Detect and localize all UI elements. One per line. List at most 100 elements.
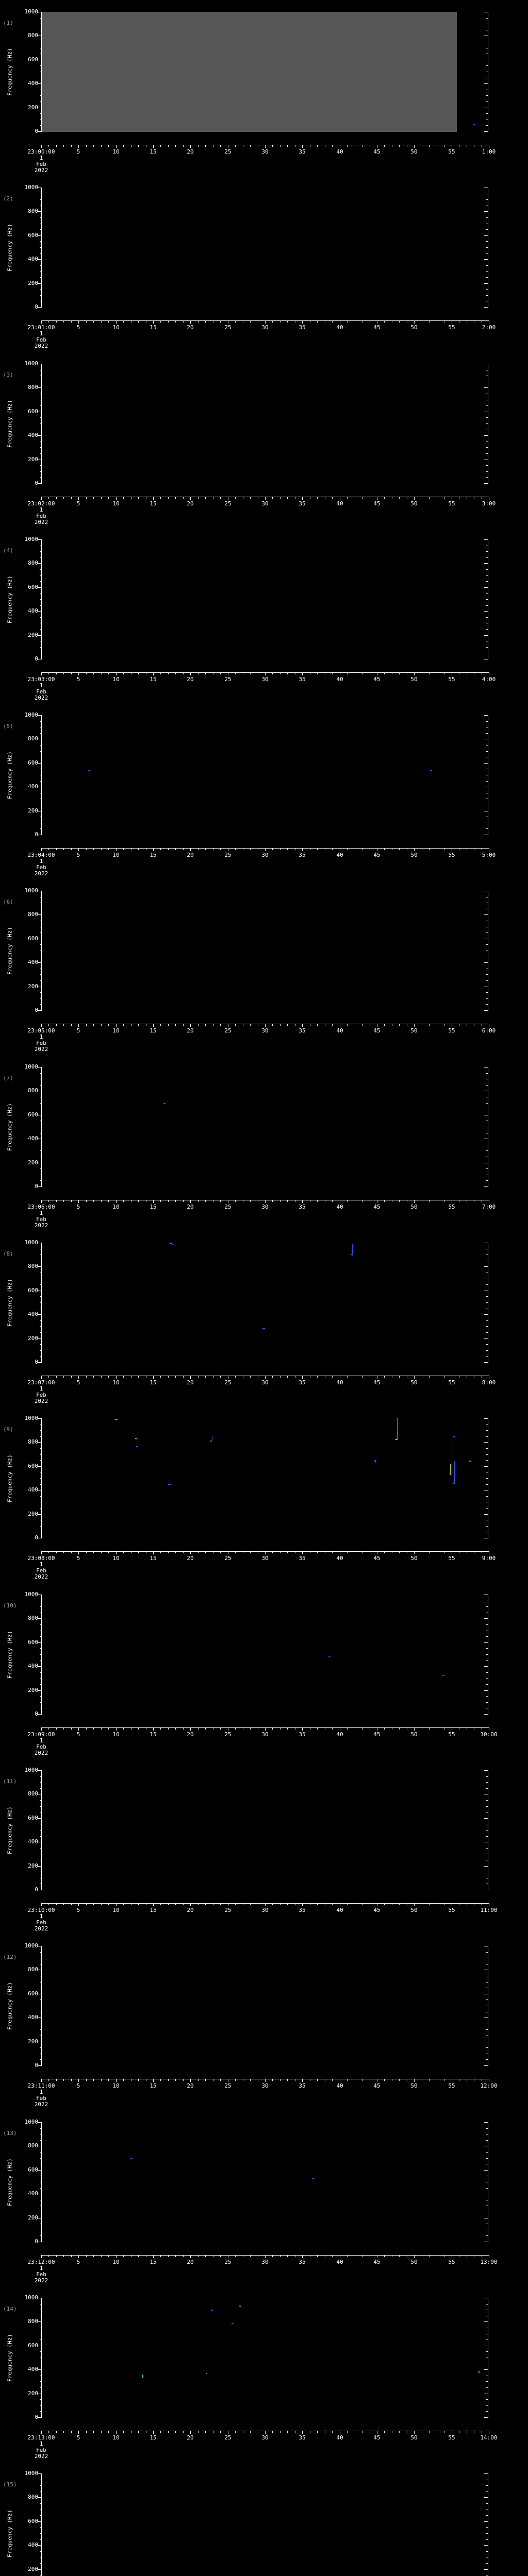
x-minor-tick: [101, 1200, 102, 1202]
spine-minor-tick: [486, 1999, 488, 2000]
x-tick-label: 20: [187, 1379, 194, 1386]
x-minor-tick: [183, 1904, 184, 1905]
x-minor-tick: [250, 1728, 251, 1730]
spectrogram-area: [42, 188, 488, 308]
x-tick-label: 40: [336, 1731, 343, 1738]
x-tick: [190, 1376, 191, 1379]
x-minor-tick: [48, 2431, 49, 2433]
spectrogram-mark: [262, 1328, 265, 1329]
x-minor-tick: [123, 2079, 124, 2081]
x-tick-label: 5: [76, 1379, 80, 1386]
date-label: Feb: [36, 1567, 46, 1574]
y-tick-label: 0: [35, 303, 38, 310]
y-tick-label: 1000: [24, 184, 39, 191]
spine-minor-tick: [486, 453, 488, 454]
y-minor-tick: [40, 1478, 41, 1479]
x-tick-label: 45: [373, 2259, 381, 2265]
x-tick: [41, 2256, 42, 2258]
y-tick: [38, 131, 41, 132]
y-tick-label: 400: [28, 2541, 38, 2548]
y-axis: [41, 2298, 42, 2418]
spine-tick: [484, 1418, 488, 1419]
x-tick-label: 15: [150, 1379, 157, 1386]
y-tick-label: 800: [28, 911, 38, 918]
x-tick-label: 45: [373, 1731, 381, 1738]
x-minor-tick: [399, 2431, 400, 2433]
spine-minor-tick: [486, 471, 488, 472]
y-tick: [38, 307, 41, 308]
x-tick-label: 40: [336, 676, 343, 683]
x-tick: [265, 1376, 266, 1379]
spine-minor-tick: [486, 417, 488, 418]
x-minor-tick: [108, 849, 109, 850]
spectrogram-mark: [172, 1244, 173, 1245]
date-label: Feb: [36, 1743, 46, 1750]
x-minor-tick: [123, 1376, 124, 1378]
date-label: Feb: [36, 2447, 46, 2453]
y-minor-tick: [40, 1284, 41, 1285]
spine-tick: [484, 611, 488, 612]
y-minor-tick: [40, 2485, 41, 2486]
x-minor-tick: [71, 1200, 72, 1202]
x-tick-label: 5: [76, 2259, 80, 2265]
x-minor-tick: [399, 1552, 400, 1553]
spine-minor-tick: [486, 733, 488, 734]
x-minor-tick: [198, 849, 199, 850]
x-minor-tick: [205, 145, 206, 147]
y-minor-tick: [40, 447, 41, 448]
x-minor-tick: [183, 321, 184, 323]
x-tick: [41, 849, 42, 851]
spectrogram-mark: [142, 2375, 143, 2378]
x-minor-tick: [272, 1200, 273, 1202]
spine-minor-tick: [486, 980, 488, 981]
y-tick-label: 400: [28, 432, 38, 438]
x-tick-label: 45: [373, 148, 381, 155]
x-tick-label: 10: [112, 852, 120, 858]
y-minor-tick: [40, 751, 41, 752]
y-axis: [41, 1595, 42, 1715]
y-minor-tick: [40, 2351, 41, 2352]
frequency-axis-label: Frequency (Hz): [6, 224, 13, 272]
x-minor-tick: [86, 1904, 87, 1905]
x-minor-tick: [399, 1728, 400, 1730]
x-minor-tick: [429, 1376, 430, 1378]
x-tick: [302, 1904, 303, 1906]
spectrogram-area: [42, 1243, 488, 1363]
y-minor-tick: [40, 1103, 41, 1104]
y-tick: [38, 2417, 41, 2418]
spine-tick: [484, 1362, 488, 1363]
x-tick-label: 35: [299, 324, 306, 331]
x-minor-tick: [399, 2256, 400, 2257]
spectrogram-mark: [210, 1440, 212, 1442]
x-tick-label: 30: [261, 500, 269, 507]
y-minor-tick: [40, 1430, 41, 1431]
x-minor-tick: [205, 497, 206, 499]
x-axis: [41, 1727, 489, 1728]
x-minor-tick: [168, 2079, 169, 2081]
x-tick-label: 55: [448, 324, 455, 331]
x-minor-tick: [138, 1904, 139, 1905]
x-minor-tick: [63, 1024, 64, 1026]
x-tick-label: 15: [150, 852, 157, 858]
spine-minor-tick: [486, 1356, 488, 1357]
x-minor-tick: [168, 1024, 169, 1026]
x-tick-label: 15: [150, 2082, 157, 2089]
x-tick: [414, 673, 415, 675]
y-minor-tick: [40, 18, 41, 19]
y-tick-label: 400: [28, 2366, 38, 2372]
spine-minor-tick: [486, 1344, 488, 1345]
x-tick: [265, 1904, 266, 1906]
x-minor-tick: [205, 673, 206, 674]
x-tick-label: 5: [76, 1731, 80, 1738]
x-minor-tick: [123, 1200, 124, 1202]
x-minor-tick: [71, 1024, 72, 1026]
y-axis: [41, 1418, 42, 1538]
x-minor-tick: [235, 2431, 236, 2433]
x-minor-tick: [384, 2256, 385, 2257]
x-tick: [302, 2431, 303, 2434]
x-minor-tick: [168, 673, 169, 674]
spine-minor-tick: [486, 1332, 488, 1333]
spine-minor-tick: [486, 1296, 488, 1297]
y-minor-tick: [40, 1085, 41, 1086]
x-tick-label: 20: [187, 852, 194, 858]
